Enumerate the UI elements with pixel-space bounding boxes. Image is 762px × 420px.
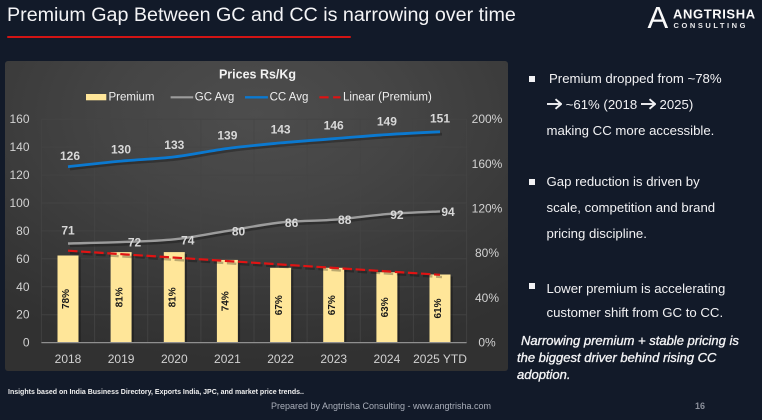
svg-text:80%: 80% xyxy=(475,246,499,260)
svg-text:Linear (Premium): Linear (Premium) xyxy=(343,91,432,103)
svg-text:94: 94 xyxy=(441,205,455,219)
svg-text:Prices Rs/Kg: Prices Rs/Kg xyxy=(219,68,296,82)
svg-text:140: 140 xyxy=(9,140,29,154)
svg-text:74: 74 xyxy=(181,234,195,248)
svg-text:40: 40 xyxy=(16,280,30,294)
svg-text:2019: 2019 xyxy=(108,352,135,366)
svg-text:120: 120 xyxy=(9,168,29,182)
svg-text:74%: 74% xyxy=(221,291,232,311)
svg-text:151: 151 xyxy=(430,112,450,126)
svg-text:A: A xyxy=(648,0,669,35)
svg-text:86: 86 xyxy=(285,216,299,230)
svg-text:100: 100 xyxy=(9,196,29,210)
svg-text:2020: 2020 xyxy=(161,352,188,366)
svg-text:67%: 67% xyxy=(274,295,285,315)
svg-text:20: 20 xyxy=(16,308,30,322)
svg-text:143: 143 xyxy=(271,123,291,137)
svg-text:0%: 0% xyxy=(478,336,496,350)
svg-text:133: 133 xyxy=(164,138,184,152)
svg-text:60: 60 xyxy=(16,252,30,266)
svg-text:72: 72 xyxy=(128,236,142,250)
svg-text:Premium: Premium xyxy=(109,91,155,103)
svg-text:2025 YTD: 2025 YTD xyxy=(413,352,467,366)
svg-text:88: 88 xyxy=(338,213,352,227)
svg-text:139: 139 xyxy=(217,129,237,143)
svg-text:160%: 160% xyxy=(472,157,503,171)
svg-text:0: 0 xyxy=(23,336,30,350)
svg-text:120%: 120% xyxy=(472,202,503,216)
svg-text:2021: 2021 xyxy=(214,352,241,366)
svg-text:126: 126 xyxy=(60,149,80,163)
svg-text:92: 92 xyxy=(390,208,404,222)
svg-text:40%: 40% xyxy=(475,291,499,305)
svg-text:ANGTRISHA: ANGTRISHA xyxy=(673,7,756,22)
svg-text:146: 146 xyxy=(324,119,344,133)
svg-text:160: 160 xyxy=(9,112,29,126)
svg-text:78%: 78% xyxy=(61,289,72,309)
svg-text:2024: 2024 xyxy=(374,352,401,366)
svg-text:61%: 61% xyxy=(433,298,444,318)
svg-text:80: 80 xyxy=(16,224,30,238)
svg-text:81%: 81% xyxy=(168,287,179,307)
svg-text:149: 149 xyxy=(377,114,397,128)
svg-text:130: 130 xyxy=(111,142,131,156)
svg-text:2022: 2022 xyxy=(267,352,294,366)
svg-text:CC Avg: CC Avg xyxy=(270,91,309,103)
svg-text:GC Avg: GC Avg xyxy=(195,91,234,103)
svg-text:80: 80 xyxy=(232,224,246,238)
svg-text:2018: 2018 xyxy=(55,352,82,366)
svg-text:200%: 200% xyxy=(472,112,503,126)
svg-text:71: 71 xyxy=(61,224,75,238)
svg-text:67%: 67% xyxy=(327,295,338,315)
svg-text:2023: 2023 xyxy=(320,352,347,366)
svg-text:CONSULTING: CONSULTING xyxy=(674,21,749,30)
svg-text:81%: 81% xyxy=(114,287,125,307)
svg-text:63%: 63% xyxy=(380,297,391,317)
